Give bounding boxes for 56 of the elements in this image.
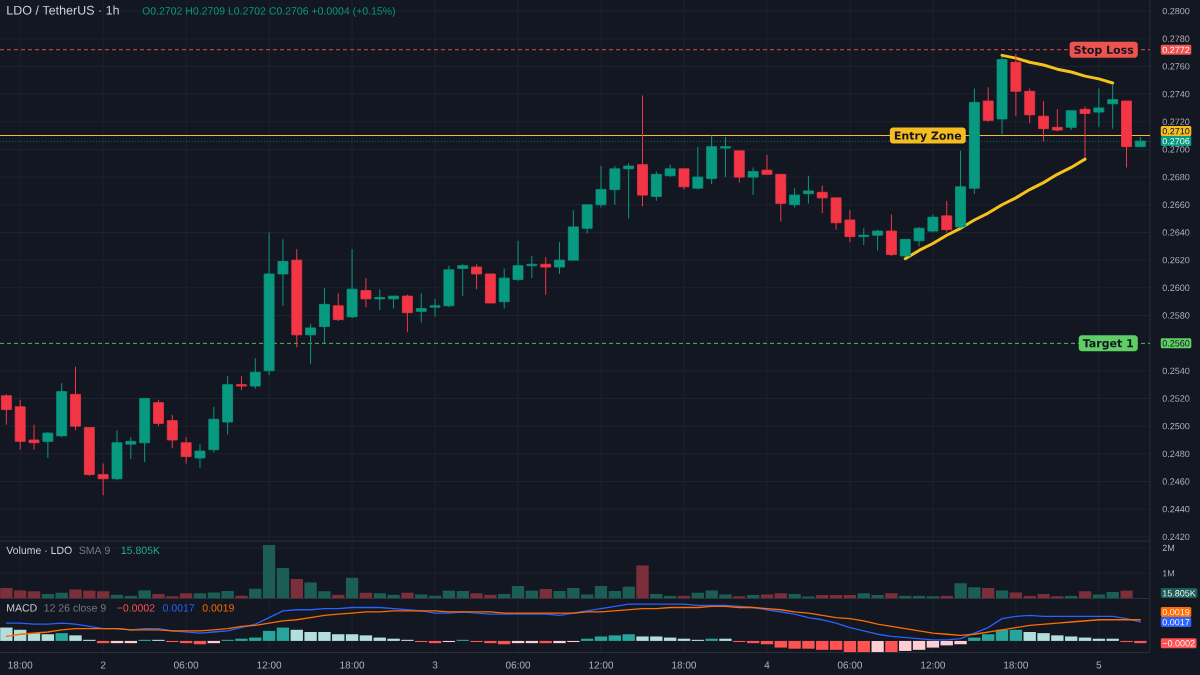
x-tick-label: 2 — [100, 661, 106, 669]
x-tick-label: 12:00 — [589, 661, 614, 669]
y-tick-label: 0.2640 — [1162, 229, 1190, 236]
chart-title: LDO / TetherUS · 1h — [7, 5, 119, 15]
y-tick-label: 2M — [1162, 544, 1175, 551]
chart-subtitle: SMA 9 — [79, 546, 110, 555]
text: −0.0002 — [117, 604, 155, 612]
ref-line-label: Stop Loss — [1074, 45, 1134, 57]
y-tick-label: 0.2580 — [1162, 312, 1190, 319]
y-tick-label: 1M — [1162, 570, 1175, 577]
y-tick-label: 15.805K — [1162, 590, 1196, 597]
x-tick-label: 18:00 — [340, 661, 365, 669]
y-tick-label: 0.2772 — [1162, 46, 1190, 54]
x-tick-label: 18:00 — [8, 661, 33, 669]
chart-title: Volume · LDO — [6, 546, 72, 555]
text: 0.0019 — [1162, 608, 1190, 616]
x-tick-label: 12:00 — [257, 661, 282, 669]
chart-title: MACD — [7, 604, 37, 612]
y-tick-label: 0.2500 — [1162, 422, 1190, 430]
x-tick-label: 5 — [1096, 661, 1102, 669]
y-tick-label: 0.2520 — [1162, 395, 1190, 402]
y-tick-label: 0.2800 — [1162, 7, 1190, 15]
x-tick-label: 18:00 — [672, 661, 697, 669]
x-tick-label: 06:00 — [505, 661, 531, 669]
chart-subtitle: 12 26 close 9 — [44, 603, 106, 612]
y-tick-label: 0.2720 — [1162, 118, 1190, 125]
x-tick-label: 18:00 — [1004, 661, 1028, 669]
y-tick-label: 0.2710 — [1162, 128, 1190, 135]
y-tick-label: 0.2700 — [1162, 146, 1190, 153]
x-tick-label: 06:00 — [837, 661, 863, 669]
y-tick-label: 0.0017 — [1162, 618, 1190, 626]
y-tick-label: 0.2420 — [1162, 533, 1190, 541]
y-tick-label: 0.2560 — [1162, 340, 1190, 347]
x-tick-label: 06:00 — [174, 661, 199, 669]
y-tick-label: 0.2740 — [1162, 90, 1190, 98]
ref-line-label: Target 1 — [1082, 339, 1133, 350]
y-tick-label: 0.2540 — [1162, 367, 1190, 374]
annotation: 15.805K — [121, 546, 160, 555]
y-tick-label: 0.2460 — [1162, 478, 1190, 485]
y-tick-label: 0.2660 — [1162, 201, 1190, 208]
y-tick-label: 0.2600 — [1162, 284, 1190, 291]
text: O0.2702 H0.2709 L0.2702 C0.2706 +0.0004 (+0.15%) — [142, 6, 395, 17]
series-label: 0.0019 — [202, 604, 234, 612]
y-tick-label: 0.2780 — [1162, 35, 1190, 42]
series-label: 0.0017 — [162, 604, 195, 612]
y-tick-label: 0.2620 — [1162, 256, 1190, 264]
x-tick-label: 3 — [432, 661, 438, 669]
y-tick-label: −0.0002 — [1162, 640, 1195, 647]
y-tick-label: 0.2440 — [1162, 506, 1190, 513]
y-tick-label: 0.2760 — [1162, 63, 1190, 70]
x-tick-label: 12:00 — [921, 661, 946, 669]
ref-line-label: Entry Zone — [894, 131, 962, 142]
y-tick-label: 0.2680 — [1162, 173, 1190, 181]
y-tick-label: 0.2480 — [1162, 450, 1190, 458]
x-tick-label: 4 — [764, 661, 770, 669]
y-tick-label: 0.2706 — [1162, 138, 1190, 145]
